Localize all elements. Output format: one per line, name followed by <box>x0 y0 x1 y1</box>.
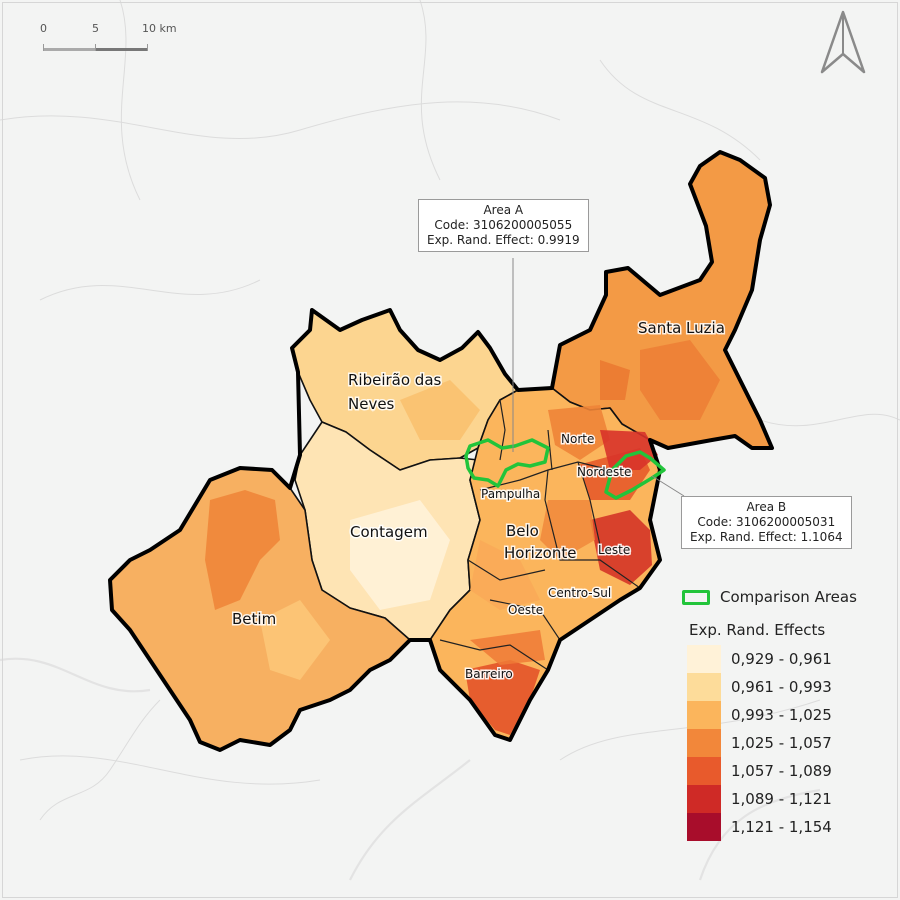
label-contagem: Contagem <box>350 523 428 541</box>
leader-line-b <box>651 475 685 497</box>
callout-b-title: Area B <box>746 500 787 514</box>
callout-b-code: Code: 3106200005031 <box>697 515 836 529</box>
legend-bin-swatch <box>687 701 721 729</box>
label-ribeirao-line1: Ribeirão das <box>348 371 442 389</box>
legend-bin-label: 0,993 - 1,025 <box>731 706 832 724</box>
legend-bin: 1,121 - 1,154 <box>687 813 882 841</box>
legend-bin-swatch <box>687 729 721 757</box>
legend-bin-swatch <box>687 645 721 673</box>
callout-b-effect: Exp. Rand. Effect: 1.1064 <box>690 530 843 544</box>
basemap <box>0 0 900 881</box>
legend-bin-swatch <box>687 785 721 813</box>
callout-a-effect: Exp. Rand. Effect: 0.9919 <box>427 233 580 247</box>
legend-title: Exp. Rand. Effects <box>689 621 826 639</box>
district-boundaries <box>439 399 641 671</box>
legend-bin: 0,961 - 0,993 <box>687 673 882 701</box>
scale-tick-0: 0 <box>40 22 47 35</box>
legend-bin-label: 1,025 - 1,057 <box>731 734 832 752</box>
legend-bin: 1,057 - 1,089 <box>687 757 882 785</box>
legend-bin-label: 1,121 - 1,154 <box>731 818 832 836</box>
label-norte: Norte <box>561 432 594 446</box>
legend-comparison-row: Comparison Areas <box>682 585 882 609</box>
label-pampulha: Pampulha <box>481 487 540 501</box>
comparison-swatch <box>682 589 710 605</box>
comparison-area-b[interactable] <box>604 450 666 500</box>
legend-bin-label: 0,961 - 0,993 <box>731 678 832 696</box>
label-oeste: Oeste <box>508 603 543 617</box>
legend-bin-label: 1,057 - 1,089 <box>731 762 832 780</box>
legend-bin-label: 1,089 - 1,121 <box>731 790 832 808</box>
legend-bin: 0,993 - 1,025 <box>687 701 882 729</box>
legend: Comparison Areas Exp. Rand. Effects 0,92… <box>682 585 882 841</box>
scale-bar: 0 5 10 km <box>40 22 190 56</box>
scale-bar-graphic <box>43 44 148 51</box>
label-barreiro: Barreiro <box>465 667 513 681</box>
label-bh-line2: Horizonte <box>504 544 576 562</box>
legend-bin-label: 0,929 - 0,961 <box>731 650 832 668</box>
label-santa-luzia: Santa Luzia <box>638 319 725 337</box>
scale-tick-5: 5 <box>92 22 99 35</box>
legend-bin: 1,089 - 1,121 <box>687 785 882 813</box>
label-nordeste: Nordeste <box>577 465 631 479</box>
legend-bins: 0,929 - 0,961 0,961 - 0,993 0,993 - 1,025 1… <box>687 645 882 841</box>
callout-a-code: Code: 3106200005055 <box>434 218 573 232</box>
label-ribeirao-line2: Neves <box>348 395 395 413</box>
callout-area-b: Area B Code: 3106200005031 Exp. Rand. Ef… <box>681 496 852 549</box>
legend-bin: 0,929 - 0,961 <box>687 645 882 673</box>
legend-bin-swatch <box>687 757 721 785</box>
legend-bin-swatch <box>687 813 721 841</box>
callout-a-title: Area A <box>483 203 524 217</box>
north-arrow-icon <box>816 10 870 76</box>
legend-comparison-label: Comparison Areas <box>720 588 857 606</box>
label-leste: Leste <box>598 543 630 557</box>
label-centro-sul: Centro-Sul <box>548 586 611 600</box>
legend-bin-swatch <box>687 673 721 701</box>
legend-bin: 1,025 - 1,057 <box>687 729 882 757</box>
scale-tick-10: 10 km <box>142 22 177 35</box>
label-betim: Betim <box>232 610 276 628</box>
metro-outline <box>108 150 774 752</box>
callout-area-a: Area A Code: 3106200005055 Exp. Rand. Ef… <box>418 199 589 252</box>
comparison-area-a[interactable] <box>464 438 550 488</box>
label-bh-line1: Belo <box>506 522 539 540</box>
